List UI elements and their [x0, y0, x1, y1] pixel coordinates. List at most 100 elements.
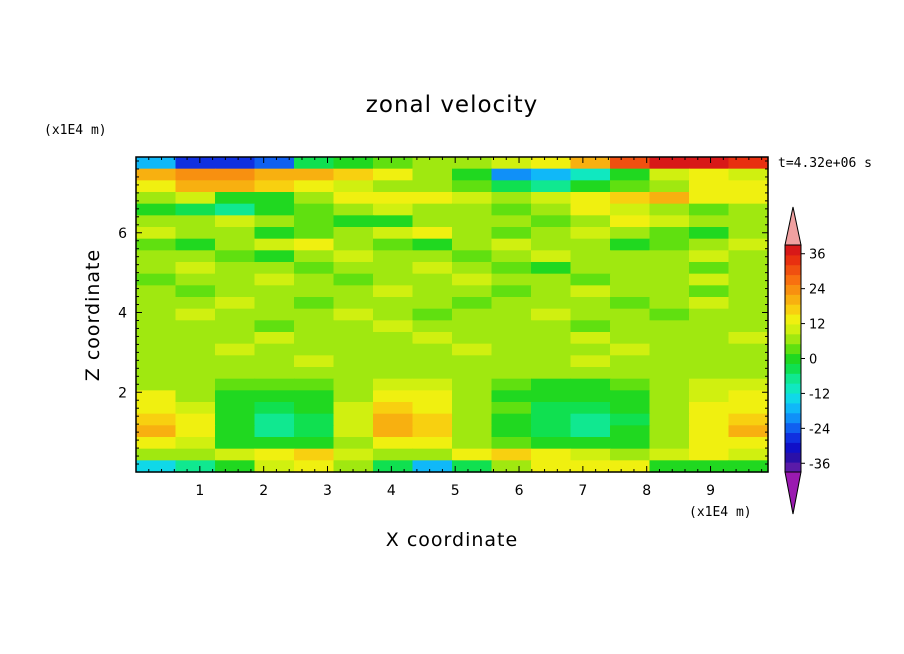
field-cell [136, 262, 177, 275]
field-cell [689, 238, 730, 251]
field-cell [373, 308, 414, 321]
field-cell [294, 448, 335, 461]
field-cell [610, 460, 651, 473]
field-cell [531, 308, 572, 321]
field-cell [294, 273, 335, 286]
field-cell [570, 227, 611, 240]
field-cell [254, 448, 295, 461]
field-cell [412, 355, 453, 368]
field-cell [294, 250, 335, 263]
field-cell [373, 168, 414, 181]
field-cell [689, 355, 730, 368]
field-cell [136, 180, 177, 193]
field-cell [254, 402, 295, 415]
field-cell [412, 273, 453, 286]
field-cell [728, 402, 769, 415]
field-cell [689, 227, 730, 240]
field-cell [136, 343, 177, 356]
field-cell [531, 262, 572, 275]
field-cell [452, 460, 493, 473]
field-cell [452, 367, 493, 380]
colorbar-swatch [785, 432, 801, 443]
field-cell [452, 378, 493, 391]
field-cell [136, 448, 177, 461]
field-cell [491, 168, 532, 181]
field-cell [254, 332, 295, 345]
field-cell [689, 378, 730, 391]
field-cell [215, 367, 256, 380]
field-cell [254, 180, 295, 193]
field-cell [649, 378, 690, 391]
field-cell [452, 425, 493, 438]
y-axis-label: Z coordinate [82, 249, 104, 381]
field-cell [689, 262, 730, 275]
field-cell [531, 192, 572, 205]
field-cell [333, 308, 374, 321]
field-cell [294, 157, 335, 170]
field-cell [373, 238, 414, 251]
field-cell [412, 215, 453, 228]
field-cell [531, 168, 572, 181]
field-cell [333, 227, 374, 240]
field-cell [531, 378, 572, 391]
y-tick-label: 6 [118, 226, 127, 242]
field-cell [175, 355, 216, 368]
field-cell [570, 180, 611, 193]
field-cell [373, 192, 414, 205]
field-cell [333, 262, 374, 275]
colorbar-swatch [785, 353, 801, 364]
field-cell [333, 437, 374, 450]
colorbar-swatch [785, 314, 801, 325]
x-tick-label: 1 [195, 483, 204, 499]
velocity-field [136, 157, 769, 473]
field-cell [254, 390, 295, 403]
field-cell [175, 413, 216, 426]
field-cell [649, 437, 690, 450]
field-cell [491, 192, 532, 205]
field-cell [491, 250, 532, 263]
field-cell [136, 367, 177, 380]
field-cell [333, 355, 374, 368]
field-cell [215, 378, 256, 391]
field-cell [610, 425, 651, 438]
field-cell [689, 203, 730, 216]
field-cell [452, 215, 493, 228]
colorbar-swatch [785, 402, 801, 414]
field-cell [215, 250, 256, 263]
field-cell [452, 413, 493, 426]
field-cell [491, 402, 532, 415]
field-cell [610, 238, 651, 251]
field-cell [175, 203, 216, 216]
field-cell [452, 448, 493, 461]
x-tick-label: 9 [706, 483, 715, 499]
field-cell [175, 192, 216, 205]
field-cell [728, 437, 769, 450]
field-cell [570, 367, 611, 380]
colorbar-swatch [785, 245, 801, 256]
field-cell [254, 203, 295, 216]
field-cell [570, 390, 611, 403]
field-cell [491, 413, 532, 426]
field-cell [452, 402, 493, 415]
field-cell [689, 285, 730, 298]
field-cell [412, 308, 453, 321]
field-cell [136, 250, 177, 263]
field-cell [175, 448, 216, 461]
field-cell [175, 250, 216, 263]
field-cell [570, 343, 611, 356]
field-cell [373, 367, 414, 380]
field-cell [610, 215, 651, 228]
field-cell [570, 378, 611, 391]
field-cell [452, 262, 493, 275]
field-cell [649, 273, 690, 286]
field-cell [136, 308, 177, 321]
field-cell [215, 332, 256, 345]
field-cell [689, 168, 730, 181]
field-cell [728, 192, 769, 205]
field-cell [254, 355, 295, 368]
field-cell [728, 448, 769, 461]
field-cell [215, 227, 256, 240]
field-cell [175, 343, 216, 356]
field-cell [136, 332, 177, 345]
field-cell [649, 402, 690, 415]
